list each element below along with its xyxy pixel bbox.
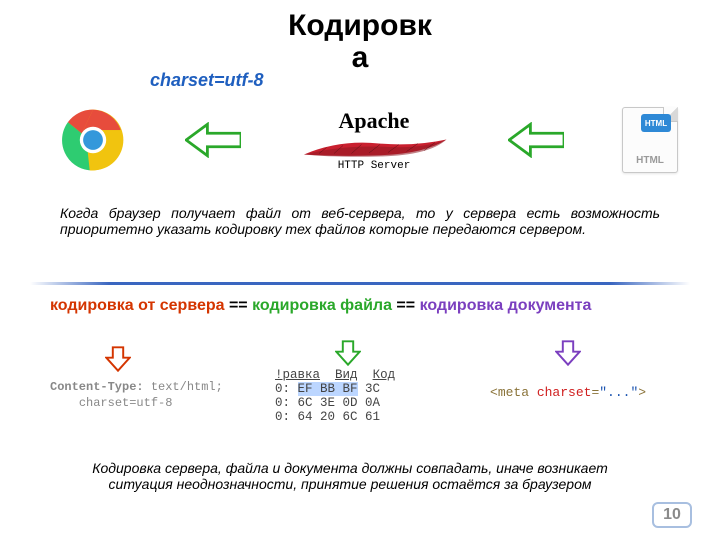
eq-part-document: кодировка документа <box>420 297 592 314</box>
slide-title: Кодировк а <box>0 10 720 73</box>
arrow-down-purple-icon <box>555 340 581 366</box>
eq-part-server: кодировка от сервера <box>50 297 225 314</box>
hex-hdr1: !равка <box>275 368 320 382</box>
http-header-snippet: Content-Type: text/html; charset=utf-8 <box>50 380 223 411</box>
apache-subtitle: HTTP Server <box>299 160 449 172</box>
feather-icon <box>299 132 449 162</box>
http-val2: charset=utf-8 <box>79 396 173 410</box>
chrome-icon <box>60 107 126 173</box>
html-file-icon: HTML HTML <box>622 107 680 173</box>
hex-r1-bom: EF BB BF <box>298 382 358 396</box>
eq-sep-2: == <box>392 297 420 314</box>
arrow-left-2-icon <box>508 122 564 158</box>
meta-tag-snippet: <meta charset="..."> <box>490 385 646 400</box>
hex-r2: 0: 6C 3E 0D 0A <box>275 396 380 410</box>
html-ext-label: HTML <box>623 155 677 166</box>
html-badge: HTML <box>641 114 671 132</box>
meta-val: "..." <box>599 385 638 400</box>
eq-sep-1: == <box>225 297 253 314</box>
title-line1: Кодировк <box>288 9 432 42</box>
meta-close: > <box>638 385 646 400</box>
flow-row: Apache HTTP Server HTML HTML <box>60 95 680 185</box>
apache-server: Apache HTTP Server <box>299 108 449 172</box>
hex-r1a: 0: <box>275 382 290 396</box>
hex-r3: 0: 64 20 6C 61 <box>275 410 380 424</box>
paragraph-1: Когда браузер получает файл от веб-серве… <box>60 205 660 237</box>
http-key: Content-Type: <box>50 380 144 394</box>
meta-tag: meta <box>498 385 537 400</box>
hex-editor-snippet: !равка Вид Код 0: EF BB BF 3C 0: 6C 3E 0… <box>275 368 395 424</box>
paragraph-2: Кодировка сервера, файла и документа дол… <box>70 460 630 492</box>
equation-line: кодировка от сервера == кодировка файла … <box>50 296 670 315</box>
http-val1: text/html; <box>144 380 223 394</box>
hex-r1c: 3C <box>358 382 381 396</box>
meta-attr: charset <box>537 385 592 400</box>
apache-title: Apache <box>299 108 449 134</box>
charset-label: charset=utf-8 <box>150 70 264 91</box>
section-divider <box>30 282 690 285</box>
arrow-down-green-icon <box>335 340 361 366</box>
arrow-down-red-icon <box>105 346 131 372</box>
eq-part-file: кодировка файла <box>252 297 392 314</box>
hex-hdr2: Вид <box>335 368 358 382</box>
title-line2: а <box>352 41 369 74</box>
meta-open: < <box>490 385 498 400</box>
hex-hdr3: Код <box>373 368 396 382</box>
page-number: 10 <box>652 502 692 528</box>
arrow-left-1-icon <box>185 122 241 158</box>
